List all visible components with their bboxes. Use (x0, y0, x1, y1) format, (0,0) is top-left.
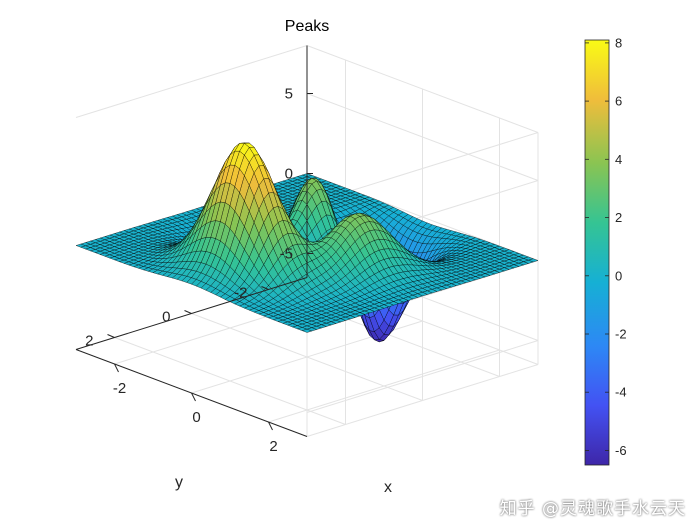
colorbar-gradient (584, 39, 610, 466)
surface-plot (75, 142, 539, 343)
x-tick-label: 0 (192, 409, 200, 426)
y-tick-label: -2 (234, 285, 247, 302)
back-edge (75, 45, 308, 118)
x-tick-label: 2 (269, 438, 277, 455)
y-tick-label: 0 (162, 309, 170, 326)
z-tick-label: 5 (285, 86, 293, 103)
z-gridline (306, 340, 539, 413)
colorbar-tick-label: -6 (615, 443, 627, 458)
y-gridline (191, 313, 423, 401)
colorbar-tick-label: 0 (615, 268, 622, 283)
colorbar-tick-label: 8 (615, 35, 622, 50)
watermark: 知乎 @灵魂歌手水云天 (499, 499, 686, 519)
colorbar-tick-label: -4 (615, 385, 627, 400)
y-tick (107, 334, 115, 338)
y-gridline (114, 337, 346, 425)
x-tick (268, 421, 273, 431)
colorbar-tick-label: 2 (615, 210, 622, 225)
x-tick (114, 363, 119, 373)
chart-title: Peaks (285, 18, 329, 35)
surface-face (302, 329, 312, 333)
y-tick (184, 310, 192, 314)
y-tick-label: 2 (85, 333, 93, 350)
colorbar-tick-label: -2 (615, 327, 627, 342)
axes-box: -2 0 2 -2 0 2 -5 0 5 (75, 45, 313, 455)
z-gridline (306, 93, 539, 181)
colorbar-tick-label: 6 (615, 94, 622, 109)
y-axis-label: y (175, 474, 183, 491)
x-axis-label: x (384, 479, 392, 496)
y-tick (261, 286, 269, 290)
z-tick-label: 0 (285, 166, 293, 183)
colorbar: -6 -4 -2 0 2 4 6 8 (584, 35, 627, 466)
z-tick-label: -5 (280, 246, 293, 263)
colorbar-tick-label: 4 (615, 152, 622, 167)
x-tick-label: -2 (113, 380, 126, 397)
x-tick (191, 392, 196, 402)
